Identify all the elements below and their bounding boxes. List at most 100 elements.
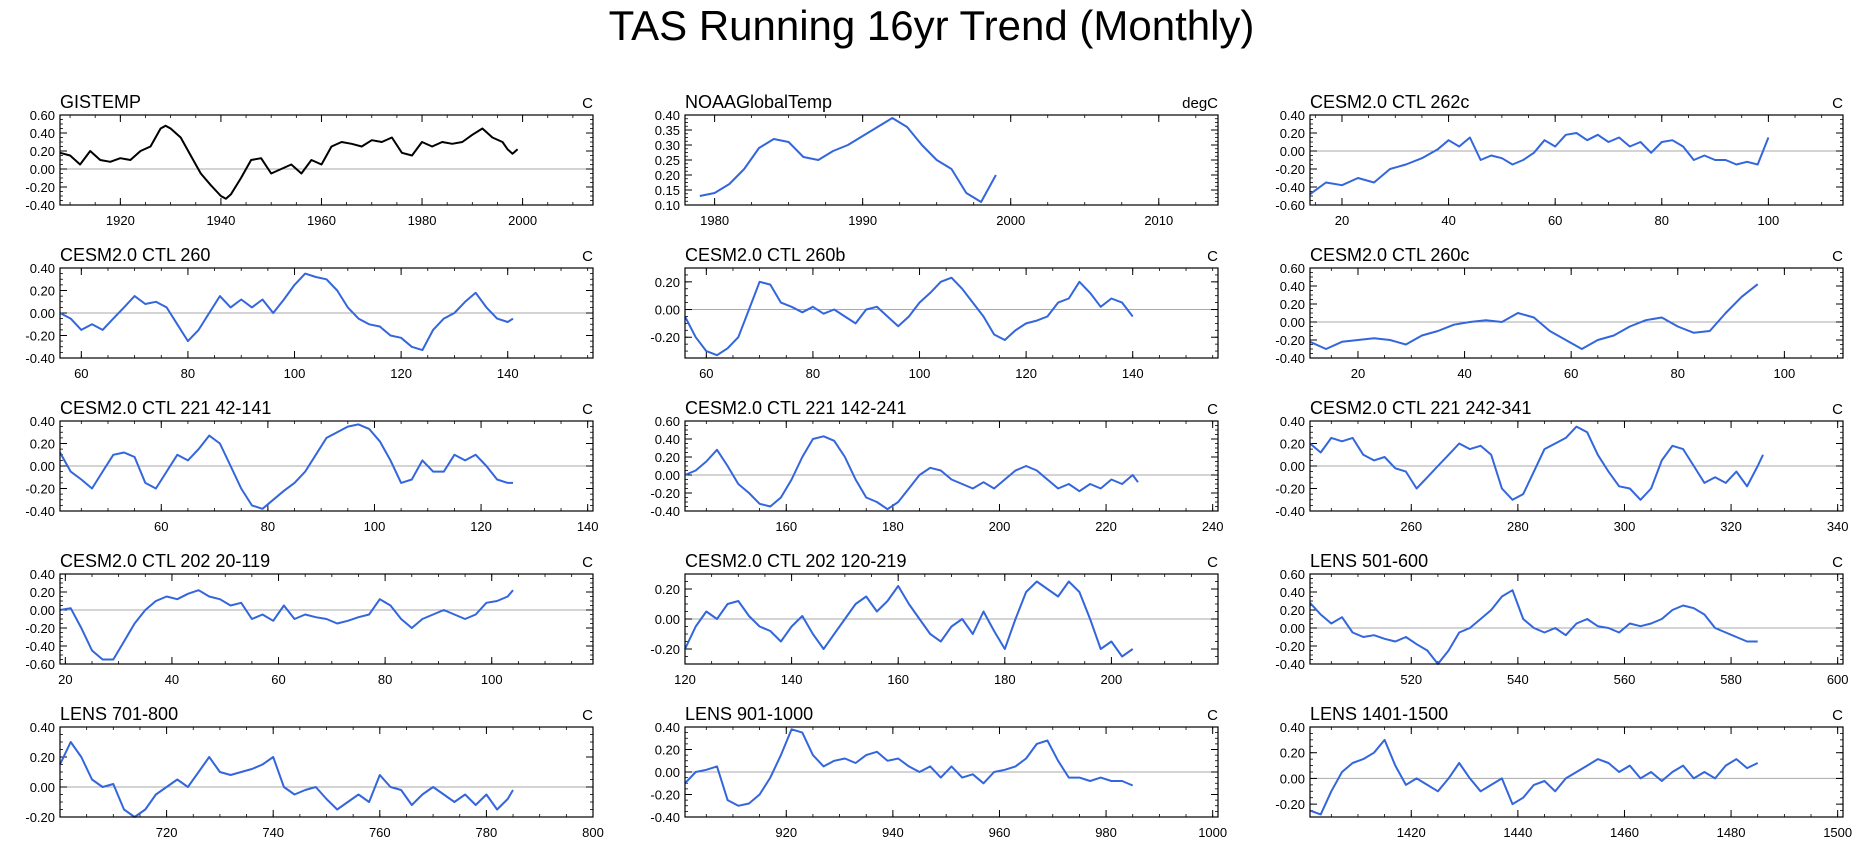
series-line bbox=[59, 272, 514, 352]
plot-frame bbox=[684, 420, 1219, 512]
x-tick-label: 220 bbox=[1095, 519, 1117, 534]
plot-frame bbox=[59, 573, 594, 665]
x-tick-label: 1420 bbox=[1397, 825, 1426, 840]
unit-label: C bbox=[1832, 401, 1843, 418]
series-line bbox=[684, 580, 1134, 658]
y-tick-label: 0.10 bbox=[655, 198, 680, 213]
y-tick-label: 0.20 bbox=[30, 585, 55, 600]
y-tick-label: 0.60 bbox=[1280, 261, 1305, 276]
panel-9: CESM2.0 CTL 221 242-341 C -0.40 -0.20 0.00 0.… bbox=[1275, 398, 1848, 534]
panel-title: CESM2.0 CTL 221 242-341 bbox=[1310, 398, 1531, 418]
y-tick-label: 0.20 bbox=[1280, 746, 1305, 761]
y-tick-label: -0.20 bbox=[25, 810, 55, 825]
y-tick-label: -0.40 bbox=[1275, 180, 1305, 195]
x-tick-label: 140 bbox=[577, 519, 599, 534]
y-tick-label: 0.20 bbox=[1280, 437, 1305, 452]
y-tick-label: -0.20 bbox=[650, 642, 680, 657]
y-tick-label: -0.60 bbox=[1275, 198, 1305, 213]
x-tick-label: 80 bbox=[261, 519, 275, 534]
x-tick-label: 180 bbox=[994, 672, 1016, 687]
y-tick-label: 0.00 bbox=[1280, 315, 1305, 330]
series-line bbox=[59, 124, 519, 200]
unit-label: C bbox=[582, 248, 593, 265]
plot-frame bbox=[1309, 726, 1844, 818]
panel-7: CESM2.0 CTL 221 42-141 C -0.40 -0.20 0.00 0.2… bbox=[25, 398, 598, 534]
y-tick-label: 0.40 bbox=[30, 567, 55, 582]
y-tick-label: -0.40 bbox=[1275, 351, 1305, 366]
x-tick-label: 140 bbox=[781, 672, 803, 687]
x-tick-label: 260 bbox=[1400, 519, 1422, 534]
y-tick-label: -0.40 bbox=[650, 504, 680, 519]
unit-label: C bbox=[1207, 401, 1218, 418]
y-tick-label: -0.20 bbox=[1275, 639, 1305, 654]
panel-5: CESM2.0 CTL 260b C -0.20 0.00 0.20 60 80 100 120… bbox=[650, 245, 1219, 381]
y-tick-label: 0.60 bbox=[1280, 567, 1305, 582]
x-tick-label: 760 bbox=[369, 825, 391, 840]
y-tick-label: 0.20 bbox=[30, 284, 55, 299]
x-tick-label: 320 bbox=[1720, 519, 1742, 534]
y-tick-label: -0.60 bbox=[25, 657, 55, 672]
panel-title: LENS 501-600 bbox=[1310, 551, 1428, 571]
panel-title: CESM2.0 CTL 262c bbox=[1310, 92, 1469, 112]
unit-label: C bbox=[1207, 248, 1218, 265]
y-tick-label: -0.20 bbox=[650, 788, 680, 803]
panel-title: CESM2.0 CTL 260c bbox=[1310, 245, 1469, 265]
y-tick-label: -0.20 bbox=[1275, 797, 1305, 812]
x-tick-label: 2010 bbox=[1144, 213, 1173, 228]
y-tick-label: 0.40 bbox=[30, 720, 55, 735]
x-tick-label: 160 bbox=[775, 519, 797, 534]
plot-frame bbox=[59, 420, 594, 512]
x-tick-label: 120 bbox=[674, 672, 696, 687]
x-tick-label: 300 bbox=[1614, 519, 1636, 534]
x-tick-label: 1960 bbox=[307, 213, 336, 228]
x-tick-label: 80 bbox=[1655, 213, 1669, 228]
panel-14: LENS 901-1000 C -0.40 -0.20 0.00 0.20 0.40 920 9… bbox=[650, 704, 1227, 840]
unit-label: C bbox=[1832, 707, 1843, 724]
x-tick-label: 60 bbox=[1548, 213, 1562, 228]
x-tick-label: 1980 bbox=[408, 213, 437, 228]
y-tick-label: -0.20 bbox=[25, 482, 55, 497]
y-tick-label: 0.30 bbox=[655, 138, 680, 153]
x-tick-label: 240 bbox=[1202, 519, 1224, 534]
plot-frame bbox=[59, 726, 594, 818]
x-tick-label: 1990 bbox=[848, 213, 877, 228]
series-line bbox=[1309, 425, 1764, 501]
panel-title: CESM2.0 CTL 221 142-241 bbox=[685, 398, 906, 418]
y-tick-label: -0.20 bbox=[1275, 482, 1305, 497]
series-line bbox=[59, 589, 514, 661]
x-tick-label: 280 bbox=[1507, 519, 1529, 534]
x-tick-label: 1460 bbox=[1610, 825, 1639, 840]
figure-title: TAS Running 16yr Trend (Monthly) bbox=[608, 2, 1255, 49]
x-tick-label: 40 bbox=[165, 672, 179, 687]
plot-frame bbox=[1309, 420, 1844, 512]
y-tick-label: 0.00 bbox=[30, 780, 55, 795]
plot-frame bbox=[684, 267, 1219, 359]
y-tick-label: 0.40 bbox=[30, 126, 55, 141]
plot-frame bbox=[684, 114, 1219, 206]
y-tick-label: -0.40 bbox=[25, 351, 55, 366]
y-tick-label: -0.40 bbox=[1275, 504, 1305, 519]
y-tick-label: 0.20 bbox=[1280, 297, 1305, 312]
y-tick-label: 0.40 bbox=[1280, 585, 1305, 600]
x-tick-label: 60 bbox=[699, 366, 713, 381]
y-tick-label: -0.40 bbox=[25, 639, 55, 654]
plot-frame bbox=[59, 114, 594, 206]
panel-title: CESM2.0 CTL 260 bbox=[60, 245, 210, 265]
x-tick-label: 100 bbox=[481, 672, 503, 687]
x-tick-label: 1940 bbox=[206, 213, 235, 228]
x-tick-label: 20 bbox=[1351, 366, 1365, 381]
series-line bbox=[684, 728, 1134, 807]
x-tick-label: 120 bbox=[1015, 366, 1037, 381]
y-tick-label: -0.40 bbox=[25, 198, 55, 213]
y-tick-label: 0.00 bbox=[655, 765, 680, 780]
y-tick-label: -0.40 bbox=[650, 810, 680, 825]
y-tick-label: 0.00 bbox=[30, 306, 55, 321]
y-tick-label: -0.40 bbox=[25, 504, 55, 519]
y-tick-label: 0.00 bbox=[1280, 771, 1305, 786]
unit-label: C bbox=[582, 95, 593, 112]
panel-8: CESM2.0 CTL 221 142-241 C -0.40 -0.20 0.00 0.… bbox=[650, 398, 1223, 534]
y-tick-label: 0.00 bbox=[1280, 621, 1305, 636]
unit-label: C bbox=[1832, 248, 1843, 265]
x-tick-label: 980 bbox=[1095, 825, 1117, 840]
y-tick-label: 0.20 bbox=[30, 437, 55, 452]
